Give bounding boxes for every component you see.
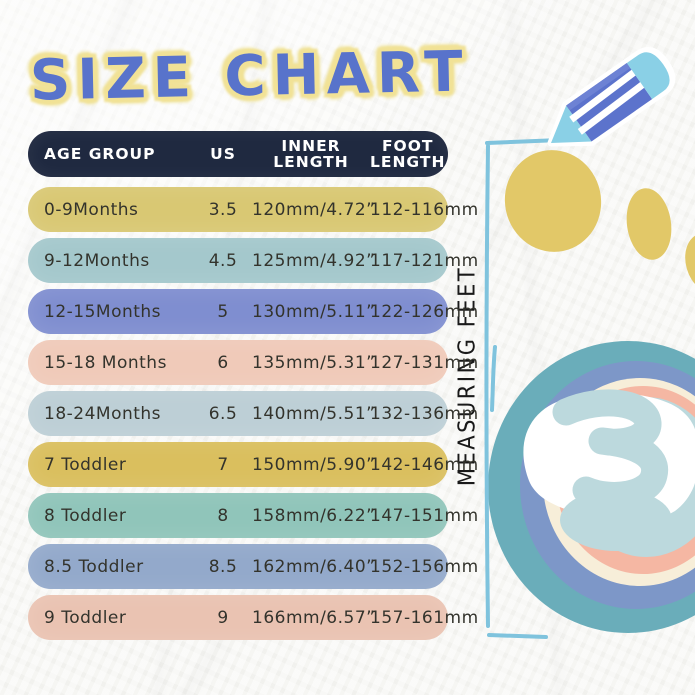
col-us: US xyxy=(194,146,252,162)
cell-inner: 120mm/4.72” xyxy=(252,200,370,220)
cell-age: 15-18 Months xyxy=(44,353,194,373)
cell-inner: 130mm/5.11” xyxy=(252,302,370,322)
cell-foot: 132-136mm xyxy=(370,404,479,424)
cell-foot: 127-131mm xyxy=(370,353,479,373)
table-row: 7 Toddler 7 150mm/5.90” 142-146mm xyxy=(28,442,448,487)
cell-foot: 152-156mm xyxy=(370,557,479,577)
cell-age: 12-15Months xyxy=(44,302,194,322)
cell-inner: 150mm/5.90” xyxy=(252,455,370,475)
table-row: 9 Toddler 9 166mm/6.57” 157-161mm xyxy=(28,595,448,640)
cell-us: 3.5 xyxy=(194,200,252,220)
cell-inner: 166mm/6.57” xyxy=(252,608,370,628)
cell-us: 5 xyxy=(194,302,252,322)
table-row: 9-12Months 4.5 125mm/4.92” 117-121mm xyxy=(28,238,448,283)
cell-inner: 135mm/5.31” xyxy=(252,353,370,373)
cell-us: 4.5 xyxy=(194,251,252,271)
cell-age: 18-24Months xyxy=(44,404,194,424)
cell-foot: 112-116mm xyxy=(370,200,479,220)
foot-sole xyxy=(488,341,695,633)
cell-inner: 162mm/6.40” xyxy=(252,557,370,577)
cell-us: 8 xyxy=(194,506,252,526)
foot-toes xyxy=(495,141,695,297)
cell-us: 8.5 xyxy=(194,557,252,577)
cell-foot: 147-151mm xyxy=(370,506,479,526)
cell-us: 6.5 xyxy=(194,404,252,424)
size-chart-infographic: { "title": { "text": "SIZE CHART" }, "si… xyxy=(0,0,695,695)
measuring-feet-label: MEASURING FEET xyxy=(454,266,480,486)
cell-age: 9-12Months xyxy=(44,251,194,271)
col-age-group: AGE GROUP xyxy=(44,146,194,162)
cell-foot: 122-126mm xyxy=(370,302,479,322)
cell-inner: 158mm/6.22” xyxy=(252,506,370,526)
cell-foot: 117-121mm xyxy=(370,251,479,271)
cell-foot: 142-146mm xyxy=(370,455,479,475)
table-header: AGE GROUP US INNER LENGTH FOOT LENGTH xyxy=(28,131,448,177)
pencil-icon xyxy=(538,44,679,162)
cell-age: 0-9Months xyxy=(44,200,194,220)
sole-squiggle xyxy=(566,403,655,496)
cell-age: 8 Toddler xyxy=(44,506,194,526)
table-row: 8.5 Toddler 8.5 162mm/6.40” 152-156mm xyxy=(28,544,448,589)
cell-inner: 125mm/4.92” xyxy=(252,251,370,271)
table-row: 18-24Months 6.5 140mm/5.51” 132-136mm xyxy=(28,391,448,436)
cell-age: 8.5 Toddler xyxy=(44,557,194,577)
cell-inner: 140mm/5.51” xyxy=(252,404,370,424)
table-row: 12-15Months 5 130mm/5.11” 122-126mm xyxy=(28,289,448,334)
sole-white-blob xyxy=(523,393,695,522)
table-row: 8 Toddler 8 158mm/6.22” 147-151mm xyxy=(28,493,448,538)
cell-us: 9 xyxy=(194,608,252,628)
table-row: 15-18 Months 6 135mm/5.31” 127-131mm xyxy=(28,340,448,385)
size-table: AGE GROUP US INNER LENGTH FOOT LENGTH 0-… xyxy=(28,131,448,646)
cell-us: 7 xyxy=(194,455,252,475)
cell-foot: 157-161mm xyxy=(370,608,479,628)
col-foot-length: FOOT LENGTH xyxy=(370,138,445,171)
page-title: SIZE CHART xyxy=(29,39,470,113)
table-row: 0-9Months 3.5 120mm/4.72” 112-116mm xyxy=(28,187,448,232)
measuring-bracket xyxy=(487,140,561,637)
cell-age: 7 Toddler xyxy=(44,455,194,475)
col-inner-length: INNER LENGTH xyxy=(272,138,350,171)
cell-us: 6 xyxy=(194,353,252,373)
cell-age: 9 Toddler xyxy=(44,608,194,628)
